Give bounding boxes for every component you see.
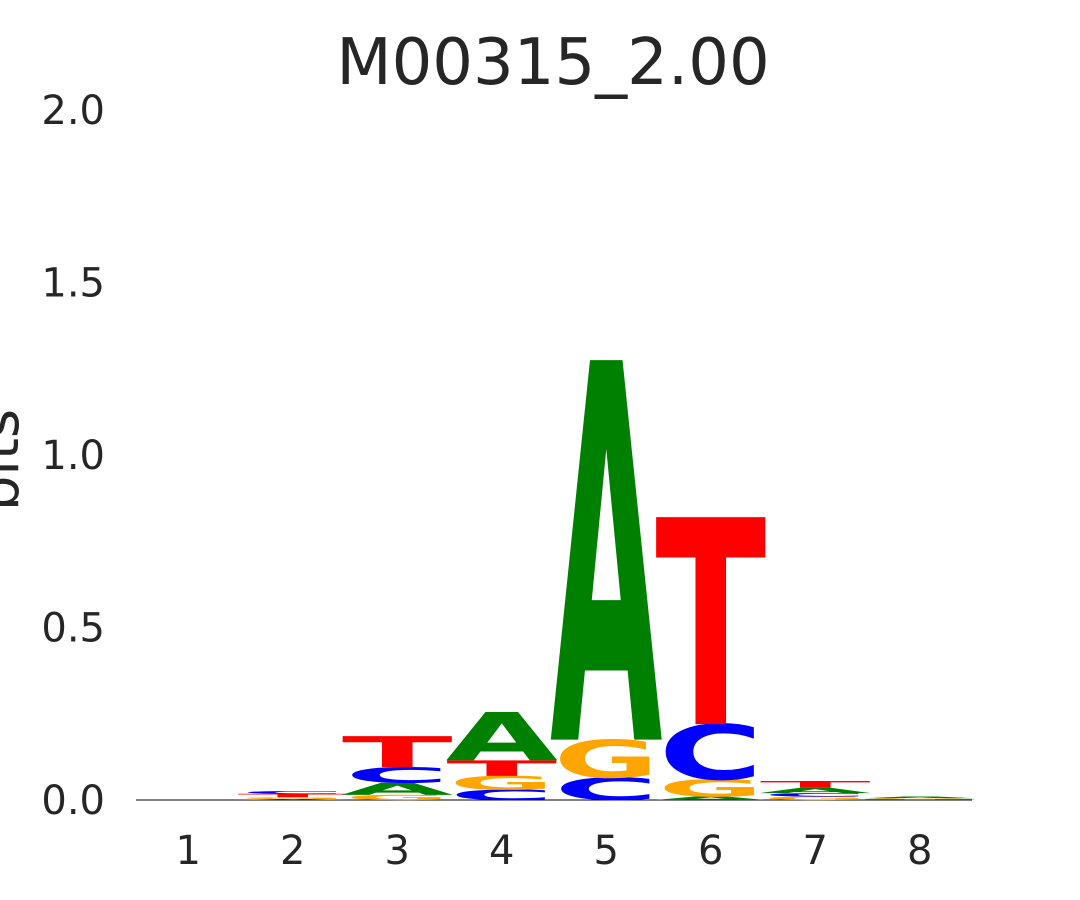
x-tick-label: 4 [489,828,514,874]
x-tick-label: 2 [280,828,305,874]
logo-letter-g: G [554,730,659,791]
logo-letter-t: T [237,793,348,799]
y-tick-label: 1.0 [41,433,105,479]
logo-letter-g: G [658,775,763,802]
x-tick-label: 3 [385,828,410,874]
logo-letter-g: G [449,772,554,794]
logo-letter-a: A [341,780,453,799]
logo-letter-t: T [446,756,557,781]
y-tick-label: 2.0 [41,88,105,134]
x-tick-label: 1 [176,828,201,874]
logo-letter-c: C [450,787,554,804]
logo-letter-a: A [550,257,663,863]
x-tick-label: 8 [907,828,932,874]
logo-letter-c: C [345,763,449,788]
logo-letter-g: G [867,798,972,800]
logo-letter-a: A [759,787,872,795]
logo-letter-c: C [763,792,867,798]
x-tick-label: 5 [594,828,619,874]
logo-letter-c: C [659,709,763,797]
logo-letter-g: G [763,796,868,801]
y-axis-label: bits [0,409,32,511]
logo-letter-a: A [237,799,349,801]
logo-letter-t: T [760,779,871,790]
logo-letter-a: A [655,796,767,801]
chart-title: M00315_2.00 [336,26,769,100]
y-tick-label: 0.0 [41,778,105,824]
logo-letter-a: A [864,796,976,799]
y-tick-label: 1.5 [41,261,105,307]
logo-letter-g: G [345,794,450,802]
x-axis: 1 2 3 4 5 6 7 8 [176,828,933,874]
x-tick-label: 7 [803,828,828,874]
logo-letter-t: T [655,460,766,791]
logo-letter-a: A [446,699,558,777]
y-tick-label: 0.5 [41,606,105,652]
logo-letter-c: C [241,790,345,794]
logo-letter-g: G [240,797,345,800]
logo-letter-c: C [554,772,658,808]
y-axis: 0.0 0.5 1.0 1.5 2.0 [41,88,105,824]
logo-letter-t: T [864,799,975,800]
logo-letter-t: T [342,728,453,777]
x-tick-label: 6 [698,828,723,874]
